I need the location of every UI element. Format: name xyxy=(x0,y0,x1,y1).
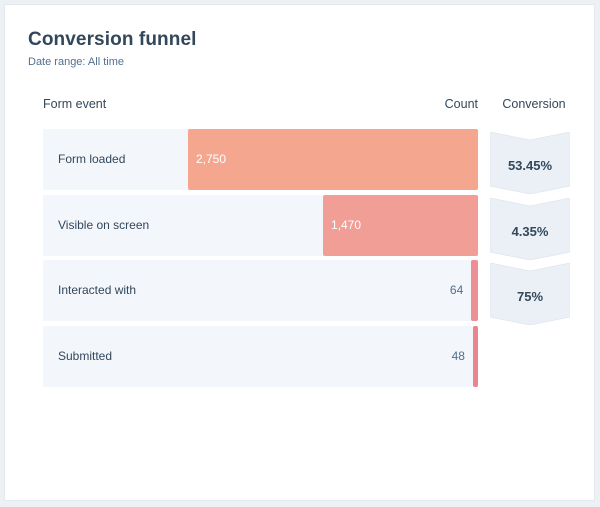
funnel-bar[interactable] xyxy=(188,129,478,190)
conversion-rate: 4.35% xyxy=(511,223,549,239)
funnel-bar[interactable] xyxy=(322,194,478,256)
conversion-rate: 75% xyxy=(516,289,544,304)
conversion-chevron: 53.45% xyxy=(490,132,570,194)
funnel-row: Interacted with 64 xyxy=(43,260,478,321)
funnel-row: Form loaded 2,750 xyxy=(43,129,478,190)
column-header-count: Count xyxy=(444,97,478,111)
conversion-funnel-card: Conversion funnel Date range: All time F… xyxy=(4,4,595,501)
column-header-conversion: Conversion xyxy=(502,97,566,111)
funnel-bar-value: 1,470 xyxy=(330,217,361,232)
funnel-row-label: Form loaded xyxy=(58,152,126,166)
funnel-bar-value: 48 xyxy=(451,348,465,363)
column-header-form-event: Form event xyxy=(43,97,107,111)
funnel-bar-value: 2,750 xyxy=(196,152,227,166)
chevron-shape xyxy=(490,263,570,325)
funnel-row-label: Submitted xyxy=(58,348,113,363)
chevron-shape xyxy=(490,132,570,194)
funnel-row-label: Visible on screen xyxy=(58,217,150,232)
funnel-row: Submitted 48 xyxy=(43,325,478,387)
chevron-shape xyxy=(490,197,570,260)
funnel-row-label: Interacted with xyxy=(58,283,137,297)
conversion-chevron: 75% xyxy=(490,263,570,325)
conversion-chevron: 4.35% xyxy=(490,197,570,260)
chart-title: Conversion funnel xyxy=(28,29,197,50)
funnel-bar[interactable] xyxy=(471,260,478,321)
funnel-bar[interactable] xyxy=(472,325,478,387)
funnel-row: Visible on screen 1,470 xyxy=(43,194,478,256)
conversion-rate: 53.45% xyxy=(507,158,553,173)
date-range-label: Date range: All time xyxy=(28,56,124,68)
funnel-bar-value: 64 xyxy=(449,283,464,297)
